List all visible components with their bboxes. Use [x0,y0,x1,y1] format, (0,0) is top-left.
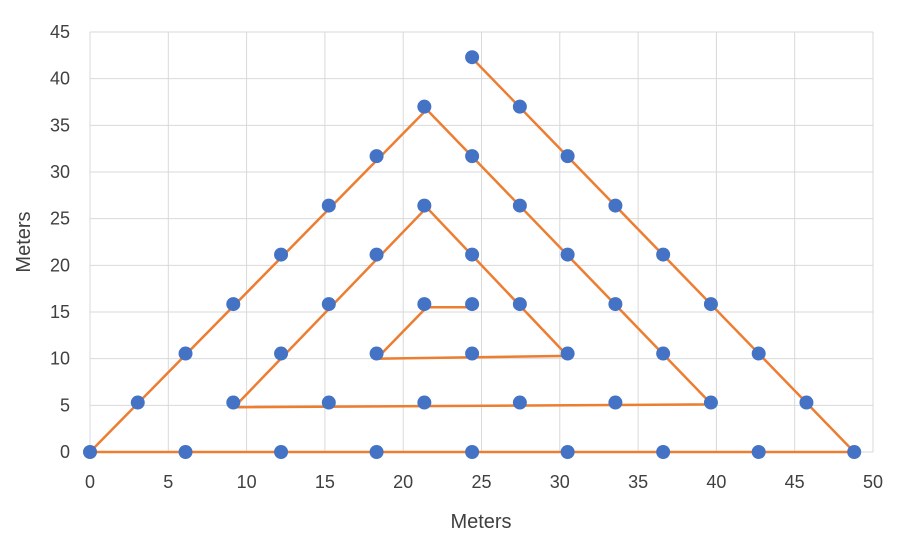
data-point [321,198,336,213]
x-tick-label: 25 [471,472,491,492]
data-point [274,247,289,262]
y-tick-label: 25 [50,209,70,229]
data-point [703,395,718,410]
gridlines [89,31,874,453]
y-tick-label: 5 [60,395,70,415]
data-point [417,297,432,312]
y-tick-label: 10 [50,349,70,369]
y-tick-label: 0 [60,442,70,462]
x-tick-label: 35 [628,472,648,492]
data-point [751,445,766,459]
data-point [178,445,193,459]
x-tick-label: 5 [163,472,173,492]
data-point [703,297,718,312]
y-tick-label: 40 [50,69,70,89]
data-point [83,445,97,459]
data-point [369,346,384,361]
data-point [560,445,575,459]
data-point [417,99,432,114]
data-point [178,346,193,361]
x-tick-label: 45 [785,472,805,492]
data-point [512,99,527,114]
data-point [465,50,480,65]
data-points-series [83,50,862,459]
data-point [274,346,289,361]
data-point [369,247,384,262]
y-tick-label: 30 [50,162,70,182]
y-tick-label: 35 [50,115,70,135]
data-point [465,149,480,164]
data-point [369,445,384,459]
data-point [130,395,145,410]
data-point [608,395,623,410]
x-tick-label: 0 [85,472,95,492]
x-tick-label: 20 [393,472,413,492]
data-point [512,395,527,410]
data-point [226,297,241,312]
data-point [656,247,671,262]
data-point [417,395,432,410]
data-point [656,346,671,361]
data-point [321,297,336,312]
x-axis-tick-labels: 0 5 10 15 20 25 30 35 40 45 50 [85,472,883,492]
data-point [512,297,527,312]
data-point [226,395,241,410]
data-point [369,149,384,164]
data-point [751,346,766,361]
y-tick-label: 15 [50,302,70,322]
data-point [465,445,480,459]
data-point [512,198,527,213]
data-point [847,445,862,459]
data-point [465,297,480,312]
y-tick-label: 20 [50,255,70,275]
x-tick-label: 10 [237,472,257,492]
data-point [465,247,480,262]
data-point [560,346,575,361]
y-axis-tick-labels: 0 5 10 15 20 25 30 35 40 45 [50,22,70,462]
x-tick-label: 40 [706,472,726,492]
data-point [417,198,432,213]
data-point [608,297,623,312]
data-point [656,445,671,459]
x-tick-label: 50 [863,472,883,492]
data-point [560,149,575,164]
data-point [274,445,289,459]
data-point [608,198,623,213]
y-axis-title: Meters [13,211,35,272]
x-axis-title: Meters [450,511,511,533]
data-point [465,346,480,361]
x-tick-label: 15 [315,472,335,492]
y-tick-label: 45 [50,22,70,42]
x-tick-label: 30 [550,472,570,492]
data-point [321,395,336,410]
data-point [799,395,814,410]
data-point [560,247,575,262]
